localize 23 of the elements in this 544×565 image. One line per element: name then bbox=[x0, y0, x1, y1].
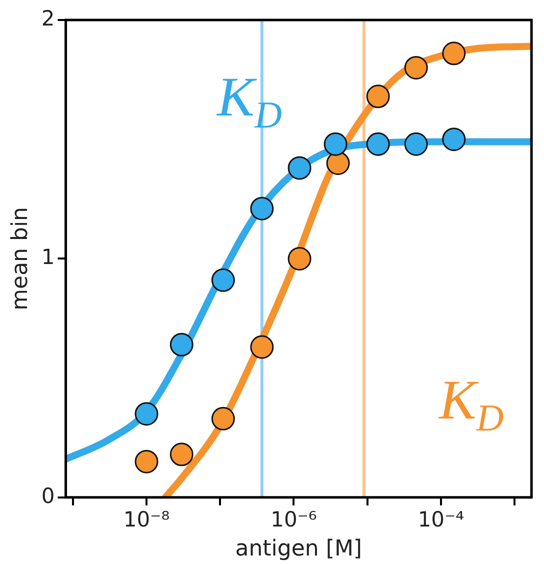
point bbox=[134, 402, 158, 426]
x-axis-title: antigen [M] bbox=[235, 536, 362, 562]
point bbox=[442, 42, 466, 66]
point bbox=[366, 84, 390, 108]
x-tick-label: 10⁻⁸ bbox=[123, 507, 170, 532]
point bbox=[288, 246, 312, 270]
point bbox=[211, 268, 235, 292]
point bbox=[404, 56, 428, 80]
point bbox=[134, 450, 158, 474]
y-tick-label: 2 bbox=[41, 6, 55, 30]
point bbox=[288, 156, 312, 180]
y-axis-title: mean bin bbox=[8, 206, 33, 310]
point bbox=[366, 132, 390, 156]
point bbox=[404, 132, 428, 156]
point bbox=[250, 196, 274, 220]
y-tick-label: 1 bbox=[41, 245, 55, 270]
point bbox=[250, 335, 274, 359]
point bbox=[442, 128, 466, 152]
y-tick-label: 0 bbox=[41, 484, 55, 508]
point bbox=[211, 406, 235, 430]
point bbox=[326, 151, 350, 175]
x-tick-label: 10⁻⁴ bbox=[418, 507, 464, 532]
x-tick-label: 10⁻⁶ bbox=[270, 507, 317, 532]
